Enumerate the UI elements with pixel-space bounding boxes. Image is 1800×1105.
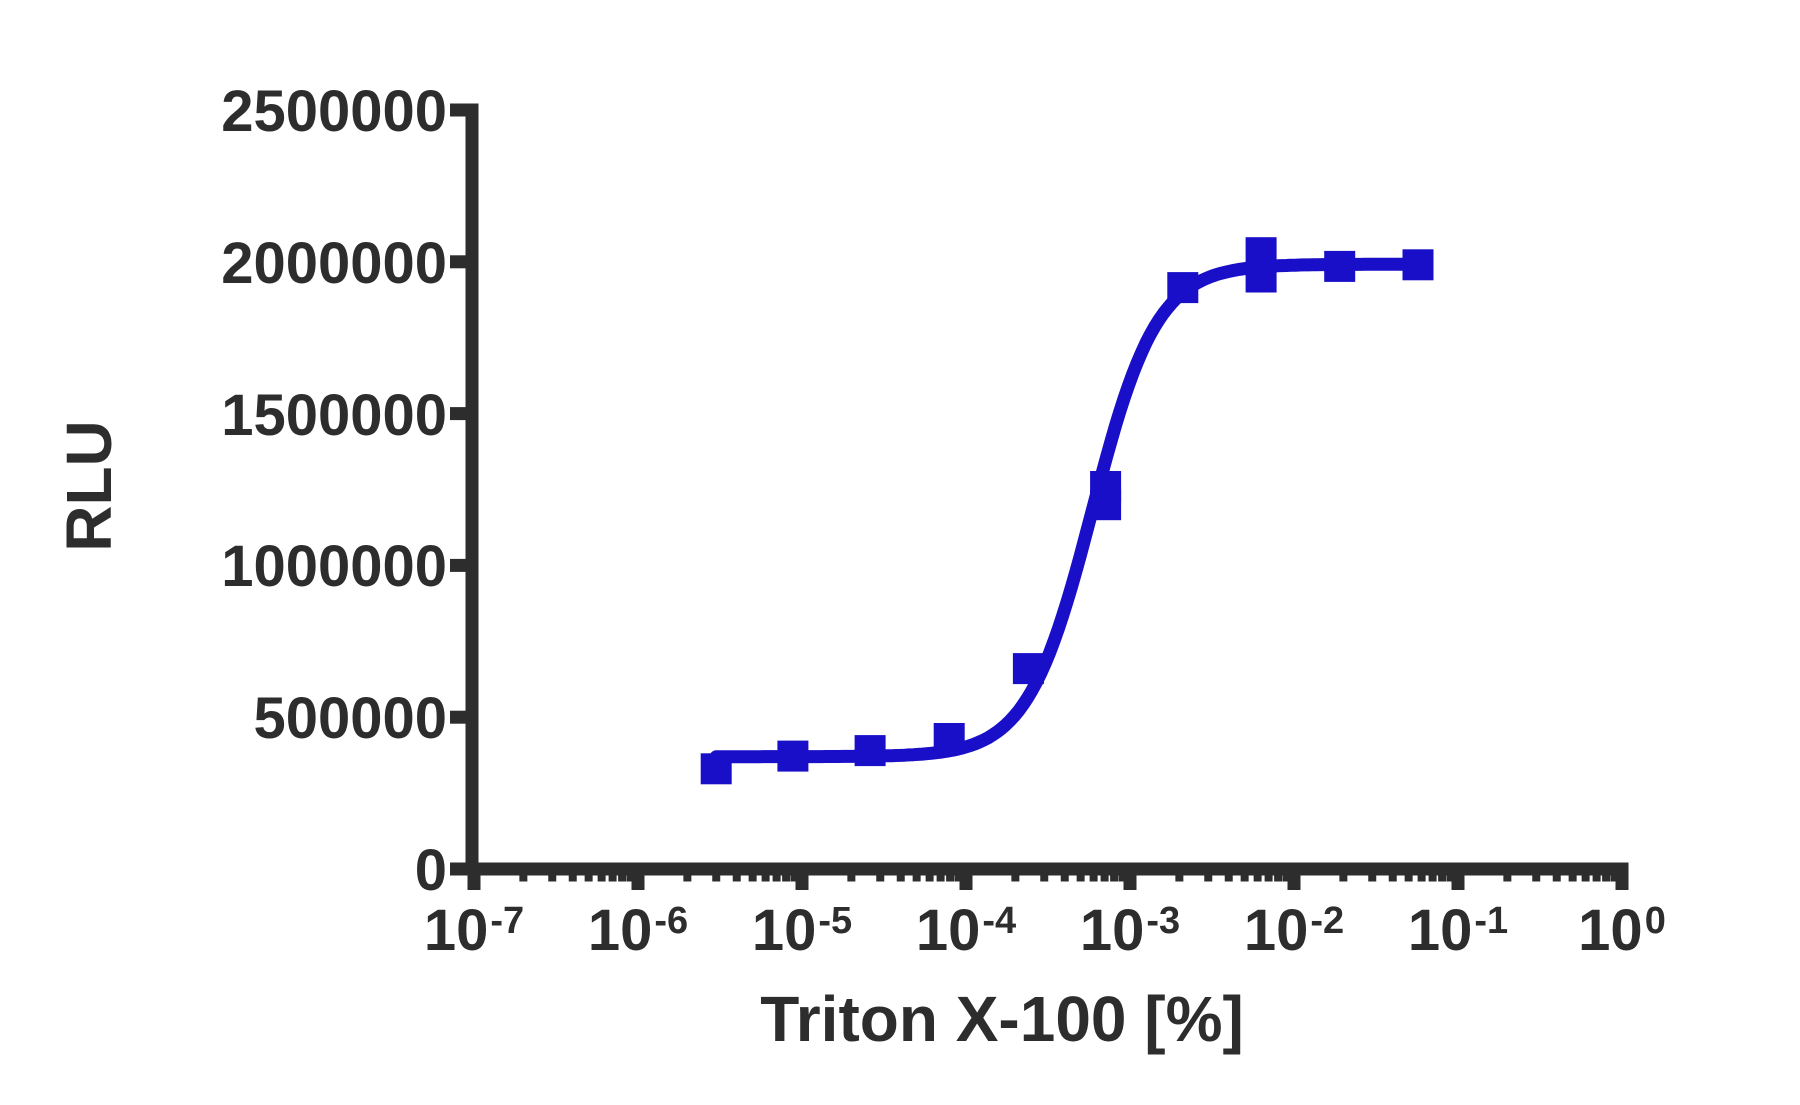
x-tick-exponent: -7 bbox=[490, 900, 525, 942]
data-point-marker bbox=[777, 740, 809, 772]
x-tick-base: 10 bbox=[1578, 898, 1643, 963]
data-point-marker bbox=[1245, 261, 1277, 293]
data-point-marker bbox=[1167, 272, 1199, 304]
data-point-marker bbox=[933, 723, 965, 754]
x-tick-exponent: 0 bbox=[1644, 900, 1666, 942]
x-tick-label: 10-1 bbox=[1348, 902, 1568, 960]
y-tick-label: 1000000 bbox=[221, 534, 447, 600]
x-tick-label: 10-6 bbox=[528, 902, 748, 960]
x-tick-label: 100 bbox=[1512, 902, 1732, 960]
data-point-marker bbox=[854, 735, 886, 767]
y-tick-label: 0 bbox=[414, 838, 447, 903]
y-tick-label: 1500000 bbox=[221, 382, 447, 448]
x-tick-base: 10 bbox=[1079, 898, 1145, 963]
x-tick-label: 10-5 bbox=[692, 902, 912, 960]
x-tick-base: 10 bbox=[915, 898, 981, 963]
x-tick-label: 10-7 bbox=[364, 902, 584, 960]
x-axis-title: Triton X-100 [%] bbox=[760, 983, 1244, 1055]
x-tick-exponent: -5 bbox=[818, 900, 853, 942]
x-tick-base: 10 bbox=[1243, 898, 1309, 963]
y-tick-label: 500000 bbox=[253, 686, 447, 752]
fit-curve bbox=[709, 257, 1425, 764]
x-tick-exponent: -2 bbox=[1310, 900, 1345, 942]
x-tick-label: 10-2 bbox=[1184, 902, 1404, 960]
x-tick-base: 10 bbox=[423, 898, 489, 963]
x-tick-exponent: -4 bbox=[982, 900, 1017, 942]
data-point-marker bbox=[700, 753, 732, 785]
data-point-marker bbox=[1012, 653, 1044, 685]
y-axis-title: RLU bbox=[53, 420, 125, 552]
y-tick-label: 2000000 bbox=[221, 230, 447, 296]
x-tick-exponent: -3 bbox=[1146, 900, 1181, 942]
y-tick-label: 2500000 bbox=[221, 79, 447, 144]
data-point-marker bbox=[1324, 250, 1356, 282]
x-tick-base: 10 bbox=[587, 898, 653, 963]
data-point-marker bbox=[1402, 249, 1434, 281]
x-tick-label: 10-3 bbox=[1020, 902, 1240, 960]
x-tick-exponent: -6 bbox=[654, 900, 689, 942]
x-tick-label: 10-4 bbox=[856, 902, 1076, 960]
data-point-marker bbox=[1090, 489, 1122, 521]
x-tick-exponent: -1 bbox=[1474, 900, 1509, 942]
x-tick-base: 10 bbox=[751, 898, 817, 963]
x-tick-base: 10 bbox=[1407, 898, 1473, 963]
